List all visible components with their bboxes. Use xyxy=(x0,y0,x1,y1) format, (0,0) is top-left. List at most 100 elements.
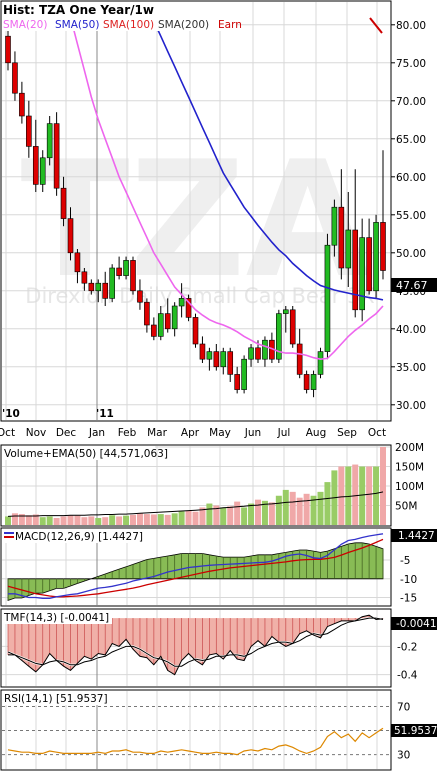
volume-bar xyxy=(317,491,324,525)
candle-body xyxy=(109,267,115,299)
candle xyxy=(144,298,150,333)
volume-bar xyxy=(227,506,234,525)
candle-body xyxy=(366,237,372,292)
y-tick-label: 35.00 xyxy=(396,362,426,374)
x-tick-label: Oct xyxy=(0,427,15,439)
price-grid xyxy=(2,2,390,420)
x-tick-label: Dec xyxy=(56,427,77,439)
volume-bar xyxy=(366,466,373,525)
candle-body xyxy=(234,374,240,390)
candle-body xyxy=(19,92,25,117)
candle xyxy=(137,279,143,310)
volume-bar xyxy=(39,517,46,525)
volume-bar xyxy=(136,513,143,525)
watermark-symbol: TZA xyxy=(21,126,370,313)
x-tick-label: Jan xyxy=(88,427,105,439)
volume-bar xyxy=(81,517,88,525)
candle-body xyxy=(276,313,282,360)
candles xyxy=(5,5,386,398)
volume-bar xyxy=(296,497,303,525)
volume-y-axis: 200M 150M 100M 50M xyxy=(395,442,424,513)
candle xyxy=(213,344,220,371)
y-tick-label: 75.00 xyxy=(396,58,426,70)
candle xyxy=(95,279,102,303)
watermark-name: Direxion Daily Small Cap Bear 3X xyxy=(25,284,374,308)
candle-body xyxy=(206,351,213,360)
candle xyxy=(32,119,39,192)
x-tick-label: Sep xyxy=(337,427,357,439)
candle xyxy=(74,249,81,284)
candle-body xyxy=(248,347,254,360)
candle-body xyxy=(380,222,386,271)
candle-body xyxy=(81,271,88,284)
candle-body xyxy=(317,351,324,375)
candle xyxy=(338,169,345,280)
tmf-signal-line xyxy=(7,617,384,667)
candle xyxy=(46,116,53,166)
rsi-panel: 705030 RSI(14,1) [51.9537] 51.9537 xyxy=(0,689,437,771)
candle-body xyxy=(241,358,247,390)
x-tick-label: Mar xyxy=(147,427,167,439)
volume-bar xyxy=(60,516,67,525)
legend-item: SMA(50) xyxy=(55,19,99,31)
candle-body xyxy=(26,115,32,147)
candle-body xyxy=(213,351,220,368)
volume-bar xyxy=(199,507,206,525)
y-tick-label: 70.00 xyxy=(396,96,426,108)
candle xyxy=(345,192,352,287)
x-tick-label: Feb xyxy=(118,427,137,439)
volume-bar xyxy=(310,495,317,525)
candle xyxy=(192,313,199,348)
volume-bar xyxy=(241,507,248,525)
sma-lines xyxy=(62,2,384,361)
volume-bar xyxy=(178,511,185,525)
y-tick-label: 50.00 xyxy=(396,248,426,260)
y-tick-label: 55.00 xyxy=(396,210,426,222)
candle-body xyxy=(164,313,171,330)
candle xyxy=(303,370,310,394)
price-panel: TZA Direxion Daily Small Cap Bear 3X 80.… xyxy=(0,0,437,439)
volume-bar xyxy=(95,517,102,525)
candle xyxy=(60,176,67,227)
candle xyxy=(157,306,164,341)
last-price-tag: 47.67 xyxy=(391,278,437,292)
candle-body xyxy=(39,157,46,185)
candle-body xyxy=(296,343,303,375)
volume-bar xyxy=(74,515,81,525)
legend-item: SMA(20) xyxy=(3,19,47,31)
rsi-title: RSI(14,1) [51.9537] xyxy=(4,693,108,705)
volume-bar xyxy=(268,502,275,525)
candle-body xyxy=(5,35,11,64)
signal-line xyxy=(7,538,384,598)
candle xyxy=(185,294,192,322)
y-tick-label: 65.00 xyxy=(396,134,426,146)
candle xyxy=(220,347,227,375)
tmf-lines xyxy=(7,614,384,676)
candle-body xyxy=(262,339,268,360)
candle xyxy=(116,256,122,280)
candle-body xyxy=(324,244,331,352)
volume-bar xyxy=(213,505,220,525)
candle xyxy=(373,214,379,299)
candle-body xyxy=(192,317,199,345)
y-tick-label: 30.00 xyxy=(396,400,426,412)
y-tick-label: 70 xyxy=(397,701,410,713)
tmf-title: TMF(14,3) [-0.0041] xyxy=(3,612,109,624)
candle-body xyxy=(171,305,178,330)
volume-bar xyxy=(123,515,130,525)
macd-lines xyxy=(7,533,384,599)
candle-body xyxy=(95,282,102,292)
volume-bar xyxy=(185,510,192,525)
volume-bar xyxy=(11,513,18,525)
candle xyxy=(130,256,136,295)
candle-body xyxy=(352,229,359,311)
y-tick-label: 150M xyxy=(395,462,424,474)
candle-body xyxy=(151,324,157,337)
candle xyxy=(262,336,268,367)
candle-body xyxy=(282,309,289,314)
candle xyxy=(380,150,386,280)
candle-body xyxy=(289,309,296,345)
price-x-axis: Oct Nov Dec Jan Feb Mar Apr May Jun Jul Aug Sep Oct '… xyxy=(0,408,386,439)
